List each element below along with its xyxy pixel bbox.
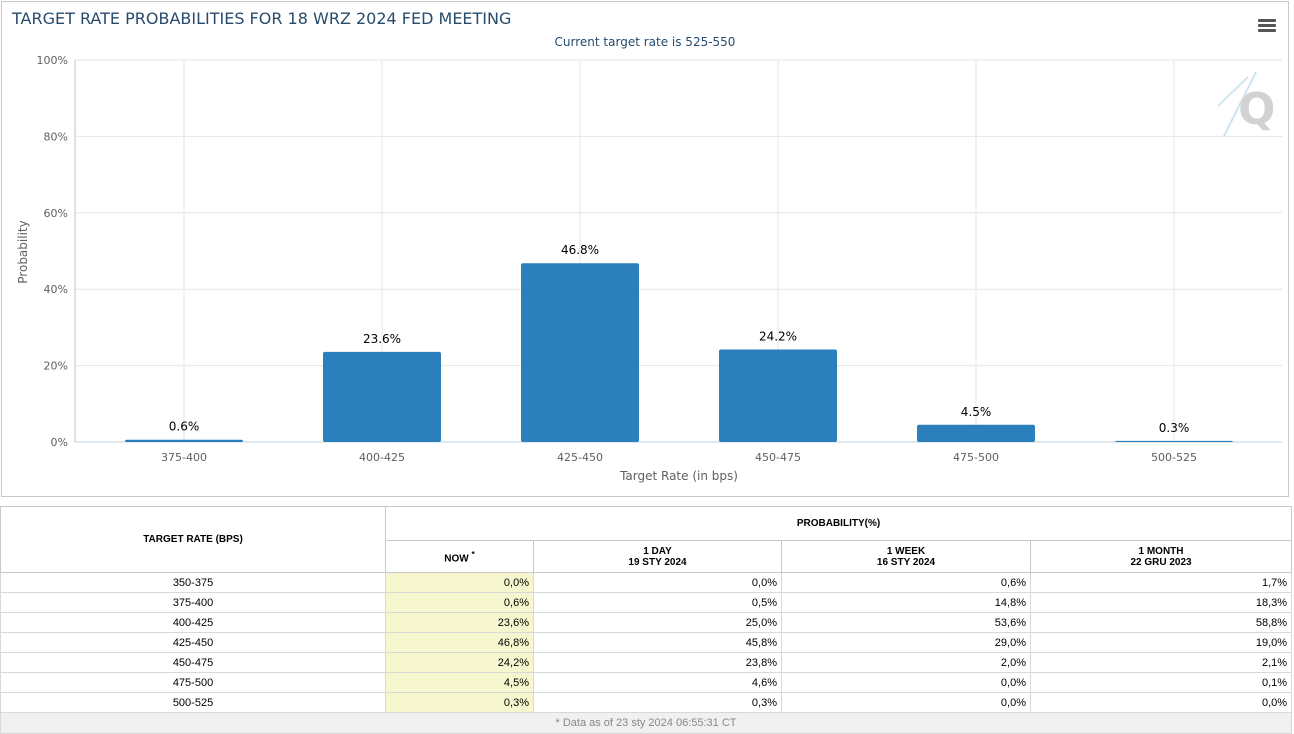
y-tick-label: 60%	[44, 207, 68, 220]
table-row: 400-425 23,6% 25,0% 53,6% 58,8%	[0, 612, 1293, 633]
col-1-day-header: 1 DAY 19 STY 2024	[533, 540, 782, 573]
probability-cell: 0,0%	[781, 692, 1031, 713]
y-tick-label: 20%	[44, 360, 68, 373]
probability-cell: 2,1%	[1029, 652, 1293, 673]
bar-data-label: 46.8%	[561, 243, 599, 257]
x-tick-label: 425-450	[557, 451, 603, 464]
probability-cell: 24,2%	[385, 652, 534, 673]
probability-cell: 14,8%	[781, 592, 1031, 613]
table-row: 500-525 0,3% 0,3% 0,0% 0,0%	[0, 692, 1293, 713]
probability-cell: 58,8%	[1029, 612, 1293, 633]
probability-cell: 0,0%	[781, 672, 1031, 693]
bar-data-label: 0.6%	[169, 420, 200, 434]
probability-cell: 23,6%	[385, 612, 534, 633]
probability-table-container: TARGET RATE (BPS) PROBABILITY(%) NOW * 1…	[0, 506, 1293, 734]
table-row: 475-500 4,5% 4,6% 0,0% 0,1%	[0, 672, 1293, 693]
bar[interactable]	[719, 349, 837, 442]
x-tick-label: 400-425	[359, 451, 405, 464]
col-now-header: NOW *	[385, 540, 534, 573]
x-tick-label: 500-525	[1151, 451, 1197, 464]
chart-menu-button[interactable]	[1258, 19, 1276, 33]
table-row: 425-450 46,8% 45,8% 29,0% 19,0%	[0, 632, 1293, 653]
probability-cell: 4,6%	[533, 672, 782, 693]
probability-cell: 23,8%	[533, 652, 782, 673]
y-tick-label: 80%	[44, 130, 68, 143]
y-tick-label: 100%	[37, 54, 68, 67]
probability-cell: 0,0%	[533, 572, 782, 593]
probability-cell: 25,0%	[533, 612, 782, 633]
bar-data-label: 0.3%	[1159, 421, 1190, 435]
bar-data-label: 4.5%	[961, 405, 992, 419]
probability-cell: 0,0%	[385, 572, 534, 593]
probability-cell: 46,8%	[385, 632, 534, 653]
rate-cell: 450-475	[0, 652, 386, 673]
rate-cell: 375-400	[0, 592, 386, 613]
y-tick-label: 40%	[44, 283, 68, 296]
probability-table: TARGET RATE (BPS) PROBABILITY(%) NOW * 1…	[0, 506, 1293, 734]
bar[interactable]	[917, 424, 1035, 442]
chart-panel: 0% 20% 40% 60% 80% 100% 0.6% 375-400 23.6% 400-42…	[1, 1, 1289, 497]
table-row: 350-375 0,0% 0,0% 0,6% 1,7%	[0, 572, 1293, 593]
probability-cell: 0,0%	[1029, 692, 1293, 713]
svg-text:Q: Q	[1238, 84, 1275, 135]
data-timestamp-footnote: * Data as of 23 sty 2024 06:55:31 CT	[0, 712, 1293, 734]
bar[interactable]	[323, 351, 441, 442]
bar-data-label: 24.2%	[759, 330, 797, 344]
col-1-month-header: 1 MONTH 22 GRU 2023	[1029, 540, 1293, 573]
probability-cell: 2,0%	[781, 652, 1031, 673]
x-tick-label: 475-500	[953, 451, 999, 464]
probability-cell: 18,3%	[1029, 592, 1293, 613]
x-tick-label: 450-475	[755, 451, 801, 464]
bar-data-label: 23.6%	[363, 332, 401, 346]
probability-cell: 29,0%	[781, 632, 1031, 653]
col-1-week-header: 1 WEEK 16 STY 2024	[781, 540, 1031, 573]
probability-cell: 0,3%	[533, 692, 782, 713]
y-axis-title: Probability	[16, 220, 30, 283]
probability-header: PROBABILITY(%)	[384, 506, 1293, 541]
probability-cell: 0,5%	[533, 592, 782, 613]
rate-cell: 400-425	[0, 612, 386, 633]
probability-chart: 0% 20% 40% 60% 80% 100% 0.6% 375-400 23.6% 400-42…	[16, 54, 1282, 483]
quikstrike-logo: Q	[1217, 71, 1275, 137]
y-tick-label: 0%	[51, 436, 68, 449]
table-row: 375-400 0,6% 0,5% 14,8% 18,3%	[0, 592, 1293, 613]
x-tick-label: 375-400	[161, 451, 207, 464]
probability-cell: 45,8%	[533, 632, 782, 653]
probability-cell: 0,6%	[781, 572, 1031, 593]
target-rate-header: TARGET RATE (BPS)	[0, 506, 386, 573]
rate-cell: 500-525	[0, 692, 386, 713]
probability-cell: 0,3%	[385, 692, 534, 713]
probability-cell: 53,6%	[781, 612, 1031, 633]
probability-cell: 0,1%	[1029, 672, 1293, 693]
table-row: 450-475 24,2% 23,8% 2,0% 2,1%	[0, 652, 1293, 673]
x-axis-title: Target Rate (in bps)	[619, 469, 738, 483]
probability-cell: 1,7%	[1029, 572, 1293, 593]
probability-cell: 19,0%	[1029, 632, 1293, 653]
chart-title: TARGET RATE PROBABILITIES FOR 18 WRZ 202…	[12, 9, 512, 28]
chart-subtitle: Current target rate is 525-550	[554, 35, 736, 49]
bar[interactable]	[125, 439, 243, 442]
probability-cell: 0,6%	[385, 592, 534, 613]
bar[interactable]	[521, 263, 639, 442]
rate-cell: 350-375	[0, 572, 386, 593]
rate-cell: 425-450	[0, 632, 386, 653]
rate-cell: 475-500	[0, 672, 386, 693]
bar[interactable]	[1115, 440, 1233, 442]
hamburger-icon	[1258, 19, 1276, 22]
probability-cell: 4,5%	[385, 672, 534, 693]
